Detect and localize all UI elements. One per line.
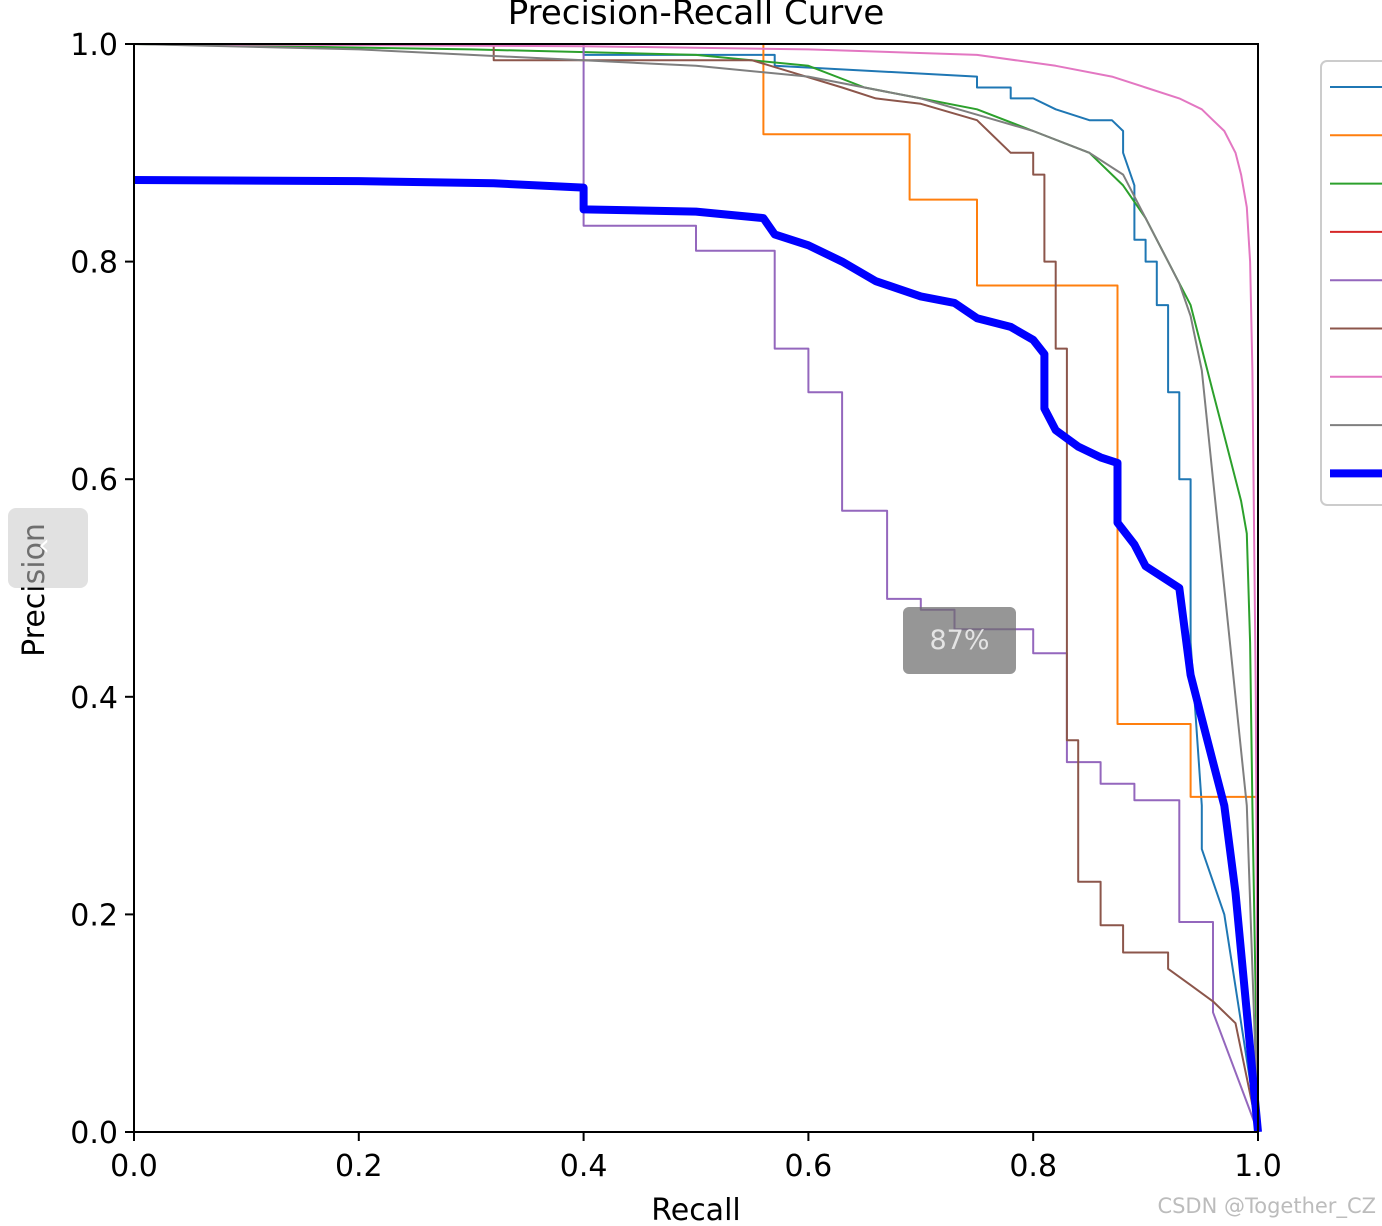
series-line-8 — [134, 43, 1259, 1133]
x-tick-label: 0.2 — [335, 1149, 383, 1184]
x-tick-label: 0.8 — [1009, 1149, 1057, 1184]
x-tick-label: 1.0 — [1234, 1149, 1282, 1184]
x-tick-label: 0.6 — [785, 1149, 833, 1184]
x-axis-label: Recall — [651, 1193, 741, 1226]
series-line-5 — [134, 43, 1259, 1133]
previous-image-button[interactable]: ‹ — [8, 508, 88, 588]
x-tick-label: 0.4 — [560, 1149, 608, 1184]
chart-title: Precision-Recall Curve — [508, 0, 885, 33]
y-tick-label: 0.2 — [70, 898, 118, 933]
y-tick-label: 0.6 — [70, 463, 118, 498]
legend-frame — [1320, 60, 1382, 506]
series-line-1 — [134, 43, 1259, 1133]
chevron-left-icon: ‹ — [38, 528, 50, 563]
series-line-9 — [134, 176, 1262, 1133]
series-line-7 — [134, 43, 1259, 1133]
axes-frame — [133, 43, 1259, 1133]
y-tick-label: 0.0 — [70, 1116, 118, 1151]
x-tick-label: 0.0 — [110, 1149, 158, 1184]
series-line-6 — [134, 43, 1259, 1133]
watermark: CSDN @Together_CZ — [1157, 1194, 1376, 1218]
y-tick-label: 0.4 — [70, 681, 118, 716]
series-line-3 — [134, 43, 1259, 1133]
y-tick-label: 0.8 — [70, 246, 118, 281]
y-tick-label: 1.0 — [70, 28, 118, 63]
zoom-level-badge: 87% — [903, 607, 1016, 674]
series-line-2 — [134, 43, 1259, 1132]
legend — [1320, 60, 1382, 506]
